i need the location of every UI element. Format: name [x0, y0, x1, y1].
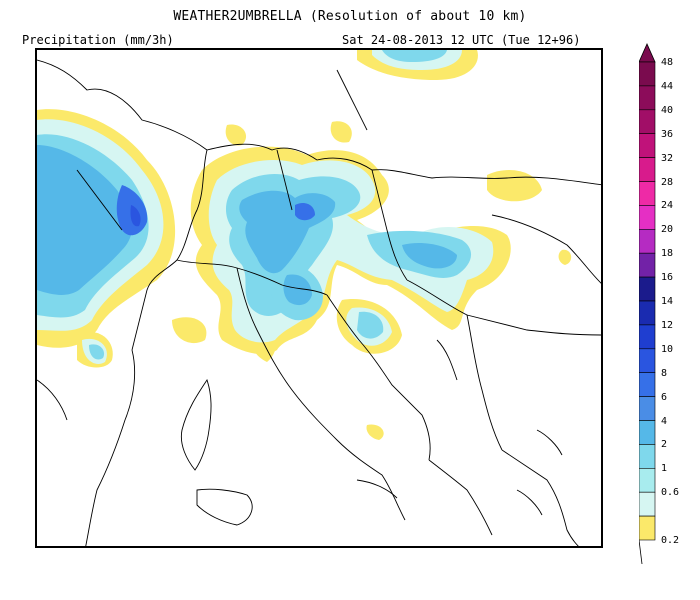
coastlines-borders	[37, 59, 601, 546]
valid-time-label: Sat 24-08-2013 12 UTC (Tue 12+96)	[342, 33, 581, 47]
chart-title: WEATHER2UMBRELLA (Resolution of about 10…	[173, 9, 527, 24]
legend-label: 8	[661, 367, 668, 379]
legend-label: 44	[661, 80, 674, 92]
legend-swatch	[639, 444, 656, 469]
legend-label: 0.6	[661, 487, 680, 499]
legend-label: 2	[661, 439, 668, 451]
legend-swatch	[639, 61, 656, 87]
precipitation-map	[35, 48, 603, 548]
precipitation-legend: 48 44 40 36 32 28 24 20 18 16 14 12 10 8 6 4 2 1 0.6 0.2	[639, 38, 699, 578]
legend-swatch	[639, 491, 656, 517]
legend-bottom-tail	[639, 539, 643, 565]
variable-label: Precipitation (mm/3h)	[22, 33, 174, 47]
legend-top-arrow	[639, 43, 656, 63]
legend-swatch	[639, 157, 656, 182]
legend-label: 28	[661, 176, 674, 188]
legend-label: 0.2	[661, 535, 680, 546]
legend-swatch	[639, 85, 656, 111]
legend-swatch	[639, 229, 656, 254]
legend-label: 10	[661, 343, 674, 355]
legend-label: 24	[661, 200, 674, 212]
legend-label: 36	[661, 128, 674, 140]
legend-swatch	[639, 420, 656, 445]
legend-swatch	[639, 205, 656, 230]
legend-swatch	[639, 252, 656, 278]
legend-label: 6	[661, 391, 668, 403]
legend-swatch	[639, 348, 656, 373]
legend-swatch	[639, 276, 656, 302]
legend-label: 18	[661, 248, 674, 260]
precip-contour-10	[130, 205, 141, 227]
legend-swatch	[639, 396, 656, 421]
legend-swatch	[639, 324, 656, 350]
legend-swatch	[639, 372, 656, 397]
legend-swatch	[639, 181, 656, 206]
legend-label: 16	[661, 272, 674, 284]
legend-label: 48	[661, 57, 674, 68]
map-canvas	[37, 50, 601, 546]
legend-colorbar	[639, 43, 656, 565]
legend-swatch	[639, 109, 656, 135]
legend-label: 4	[661, 415, 668, 427]
legend-label: 14	[661, 296, 674, 307]
legend-label: 12	[661, 319, 674, 331]
legend-swatch	[639, 300, 656, 326]
legend-label: 40	[661, 104, 674, 116]
legend-swatch	[639, 515, 656, 541]
legend-label: 32	[661, 152, 674, 164]
legend-label: 20	[661, 224, 674, 236]
legend-swatch	[639, 467, 656, 493]
legend-swatch	[639, 133, 656, 158]
legend-label: 1	[661, 463, 668, 475]
